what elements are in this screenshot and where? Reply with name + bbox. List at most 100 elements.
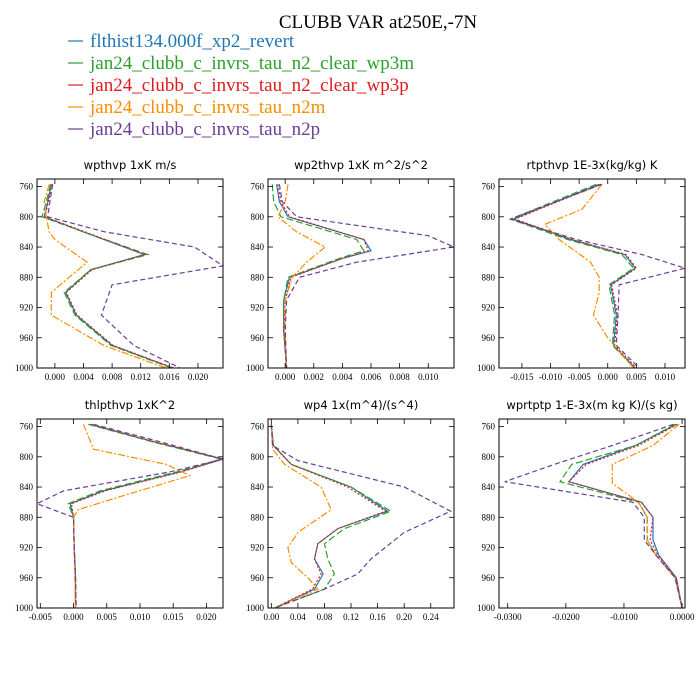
x-tick-label: 0.005 <box>97 612 118 622</box>
y-tick-label: 840 <box>20 482 34 492</box>
y-tick-label: 960 <box>251 573 265 583</box>
series-line-1-5 <box>47 184 223 368</box>
x-tick-label: 0.016 <box>159 372 180 382</box>
x-tick-label: 0.005 <box>626 372 647 382</box>
x-tick-label: 0.0000 <box>670 612 695 622</box>
y-tick-label: 1000 <box>246 363 265 373</box>
series-line-2-2 <box>271 184 365 368</box>
y-tick-label: 800 <box>251 452 265 462</box>
x-tick-label: -0.015 <box>510 372 534 382</box>
panels: wpthvp 1xK m/s 760 800 840 880 920 960 1000 0.00… <box>15 158 695 622</box>
y-tick-label: 880 <box>20 512 34 522</box>
plot-frame-3 <box>498 178 686 369</box>
y-tick-label: 840 <box>251 242 265 252</box>
y-tick-label: 920 <box>482 543 496 553</box>
panel-6: wprtptp 1-E-3x(m kg K)/(s kg) 760 800 840 88… <box>477 398 695 622</box>
x-tick-label: 0.000 <box>598 372 619 382</box>
y-tick-label: 920 <box>20 543 34 553</box>
y-tick-label: 760 <box>482 182 496 192</box>
series-line-4-4 <box>72 424 192 608</box>
legend: flthist134.000f_xp2_revertjan24_clubb_c_… <box>68 31 414 140</box>
y-tick-label: 880 <box>251 272 265 282</box>
series-line-4-3 <box>70 423 223 608</box>
y-tick-label: 800 <box>251 212 265 222</box>
y-tick-label: 800 <box>20 452 34 462</box>
x-tick-label: 0.04 <box>290 612 306 622</box>
panel-title-1: wpthvp 1xK m/s <box>84 158 177 172</box>
x-tick-label: 0.000 <box>45 372 66 382</box>
panel-3: rtpthvp 1E-3x(kg/kg) K 760 800 840 880 920 960… <box>477 158 686 382</box>
x-tick-label: -0.0100 <box>610 612 638 622</box>
series-line-3-2 <box>508 183 636 368</box>
series-line-6-3 <box>567 423 683 608</box>
y-tick-label: 760 <box>482 422 496 432</box>
y-tick-label: 760 <box>20 422 34 432</box>
series-line-5-4 <box>270 424 332 608</box>
series-line-2-4 <box>277 184 327 368</box>
y-tick-label: 1000 <box>477 603 496 613</box>
y-tick-label: 960 <box>482 333 496 343</box>
x-tick-label: 0.020 <box>188 372 209 382</box>
y-tick-label: 1000 <box>15 363 34 373</box>
y-tick-label: 920 <box>482 303 496 313</box>
series-line-2-3 <box>277 184 369 368</box>
series-line-6-4 <box>611 423 683 608</box>
y-tick-label: 760 <box>251 422 265 432</box>
y-tick-label: 960 <box>20 333 34 343</box>
series-line-3-4 <box>543 183 634 368</box>
x-tick-label: 0.012 <box>131 372 151 382</box>
plot-frame-1 <box>36 178 224 369</box>
series-line-6-1 <box>567 423 683 608</box>
y-tick-label: 800 <box>482 452 496 462</box>
y-tick-label: 920 <box>251 303 265 313</box>
panel-title-2: wp2thvp 1xK m^2/s^2 <box>294 158 428 172</box>
series-line-1-4 <box>43 184 167 368</box>
x-tick-label: 0.000 <box>275 372 296 382</box>
legend-entry-3: jan24_clubb_c_invrs_tau_n2_clear_wp3p <box>89 75 409 96</box>
y-tick-label: 1000 <box>477 363 496 373</box>
panel-1: wpthvp 1xK m/s 760 800 840 880 920 960 1000 0.00… <box>15 158 224 382</box>
series-line-3-3 <box>513 183 638 368</box>
series-line-5-3 <box>270 424 387 608</box>
x-tick-label: 0.020 <box>196 612 217 622</box>
x-tick-label: 0.008 <box>102 372 123 382</box>
y-tick-label: 800 <box>20 212 34 222</box>
x-tick-label: 0.010 <box>130 612 151 622</box>
series-line-5-5 <box>270 424 453 608</box>
x-tick-label: 0.20 <box>396 612 412 622</box>
legend-entry-5: jan24_clubb_c_invrs_tau_n2p <box>89 119 320 140</box>
y-tick-label: 840 <box>20 242 34 252</box>
y-tick-label: 760 <box>251 182 265 192</box>
series-line-5-1 <box>270 424 389 608</box>
y-tick-label: 840 <box>482 242 496 252</box>
series-line-3-5 <box>508 183 685 368</box>
series-line-4-1 <box>69 423 223 608</box>
panel-title-5: wp4 1x(m^4)/(s^4) <box>304 398 419 412</box>
y-tick-label: 960 <box>20 573 34 583</box>
x-tick-label: -0.010 <box>539 372 563 382</box>
x-tick-label: 0.010 <box>418 372 439 382</box>
y-tick-label: 1000 <box>246 603 265 613</box>
y-tick-label: 880 <box>482 512 496 522</box>
panel-title-6: wprtptp 1-E-3x(m kg K)/(s kg) <box>506 398 677 412</box>
y-tick-label: 960 <box>251 333 265 343</box>
x-tick-label: 0.006 <box>361 372 382 382</box>
x-tick-label: 0.000 <box>63 612 84 622</box>
x-tick-label: 0.004 <box>73 372 94 382</box>
legend-entry-2: jan24_clubb_c_invrs_tau_n2_clear_wp3m <box>89 53 414 74</box>
y-tick-label: 960 <box>482 573 496 583</box>
series-line-2-5 <box>278 184 454 368</box>
series-line-1-1 <box>43 184 174 368</box>
x-tick-label: -0.0200 <box>552 612 580 622</box>
panel-4: thlpthvp 1xK^2 760 800 840 880 920 960 1000-0.0… <box>15 398 224 622</box>
series-line-5-2 <box>270 424 393 608</box>
x-tick-label: 0.08 <box>317 612 333 622</box>
x-tick-label: 0.12 <box>343 612 359 622</box>
series-line-6-2 <box>559 423 683 608</box>
x-tick-label: 0.24 <box>423 612 439 622</box>
y-tick-label: 760 <box>20 182 34 192</box>
legend-entry-4: jan24_clubb_c_invrs_tau_n2m <box>89 97 326 118</box>
y-tick-label: 880 <box>251 512 265 522</box>
y-tick-label: 920 <box>251 543 265 553</box>
